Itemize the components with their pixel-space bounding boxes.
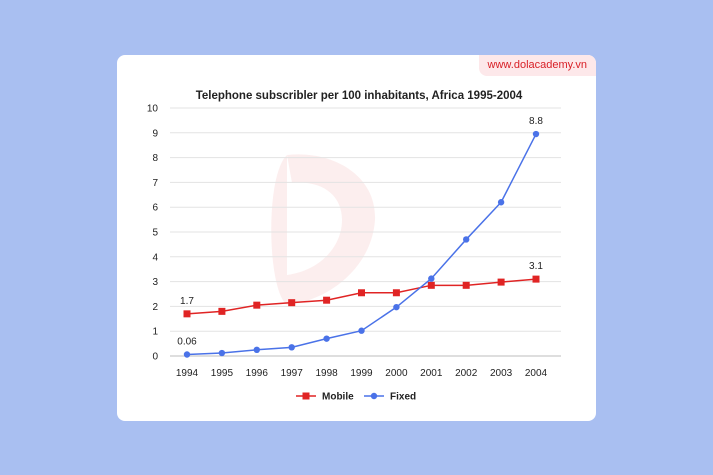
legend-label: Mobile [322,392,354,403]
data-point-mobile [392,289,400,297]
y-tick-label: 9 [152,128,158,139]
data-point-fixed [428,275,435,282]
legend-label: Fixed [390,392,416,403]
x-axis-ticks: 1994 1995 1996 1997 1998 1999 2000 2001 2002 2003… [176,368,548,379]
data-point-fixed [463,236,470,243]
x-tick-label: 1997 [281,368,304,379]
y-tick-label: 7 [152,178,158,189]
x-tick-label: 2002 [455,368,478,379]
chart-title: Telephone subscribler per 100 inhabitant… [196,90,523,102]
data-point-fixed [253,346,260,353]
data-point-fixed [183,351,191,358]
y-tick-label: 4 [152,252,158,263]
data-point-fixed [323,335,330,342]
grid-lines [170,107,561,357]
y-axis-ticks: 0 1 2 3 4 5 6 7 8 9 10 [147,104,159,363]
x-tick-label: 2000 [385,368,408,379]
series-line-mobile [186,278,537,315]
brand-url[interactable]: www.dolacademy.vn [478,55,596,76]
data-label: 3.1 [529,261,543,272]
watermark-logo [271,154,376,305]
y-tick-label: 10 [147,104,159,115]
x-tick-label: 1994 [176,368,199,379]
line-chart: 0 1 2 3 4 5 6 7 8 9 10 1994 1995 1996 1997 1998 1999 200… [147,90,561,403]
data-point-fixed [393,303,400,311]
legend: Mobile Fixed [296,392,416,403]
legend-item-fixed[interactable]: Fixed [364,392,416,403]
data-point-mobile [532,275,540,283]
x-tick-label: 2004 [525,368,548,379]
y-tick-label: 5 [152,228,158,239]
data-point-mobile [427,281,435,289]
data-point-mobile [183,310,191,318]
data-label: 1.7 [180,296,194,307]
x-tick-label: 2001 [420,368,443,379]
chart-card: 0 1 2 3 4 5 6 7 8 9 10 1994 1995 1996 1997 1998 1999 200… [117,55,596,421]
y-tick-label: 6 [152,203,158,214]
y-tick-label: 3 [152,277,158,288]
y-tick-label: 8 [152,153,158,164]
data-label: 8.8 [529,116,543,127]
y-tick-label: 1 [152,327,158,338]
data-point-fixed [358,327,365,334]
data-point-fixed [218,349,226,357]
data-point-mobile [462,281,470,289]
data-label: 0.06 [177,337,197,348]
x-tick-label: 1998 [315,368,338,379]
x-tick-label: 1996 [246,368,269,379]
x-tick-label: 1995 [211,368,234,379]
x-tick-label: 2003 [490,368,513,379]
legend-item-mobile[interactable]: Mobile [296,392,354,403]
data-point-mobile [218,307,226,315]
data-point-mobile [288,299,296,307]
data-point-mobile [497,278,505,286]
data-point-fixed [532,130,540,138]
legend-swatch-marker [370,392,378,400]
data-point-fixed [497,199,505,206]
data-point-mobile [323,296,331,304]
y-tick-label: 2 [152,302,158,313]
x-tick-label: 1999 [350,368,373,379]
data-point-mobile [358,289,365,297]
series-layer: 1.7 3.1 0.06 8.8 [177,116,543,358]
data-point-mobile [253,301,261,309]
legend-swatch-marker [302,392,310,400]
y-tick-label: 0 [152,352,158,363]
data-point-fixed [288,344,295,351]
